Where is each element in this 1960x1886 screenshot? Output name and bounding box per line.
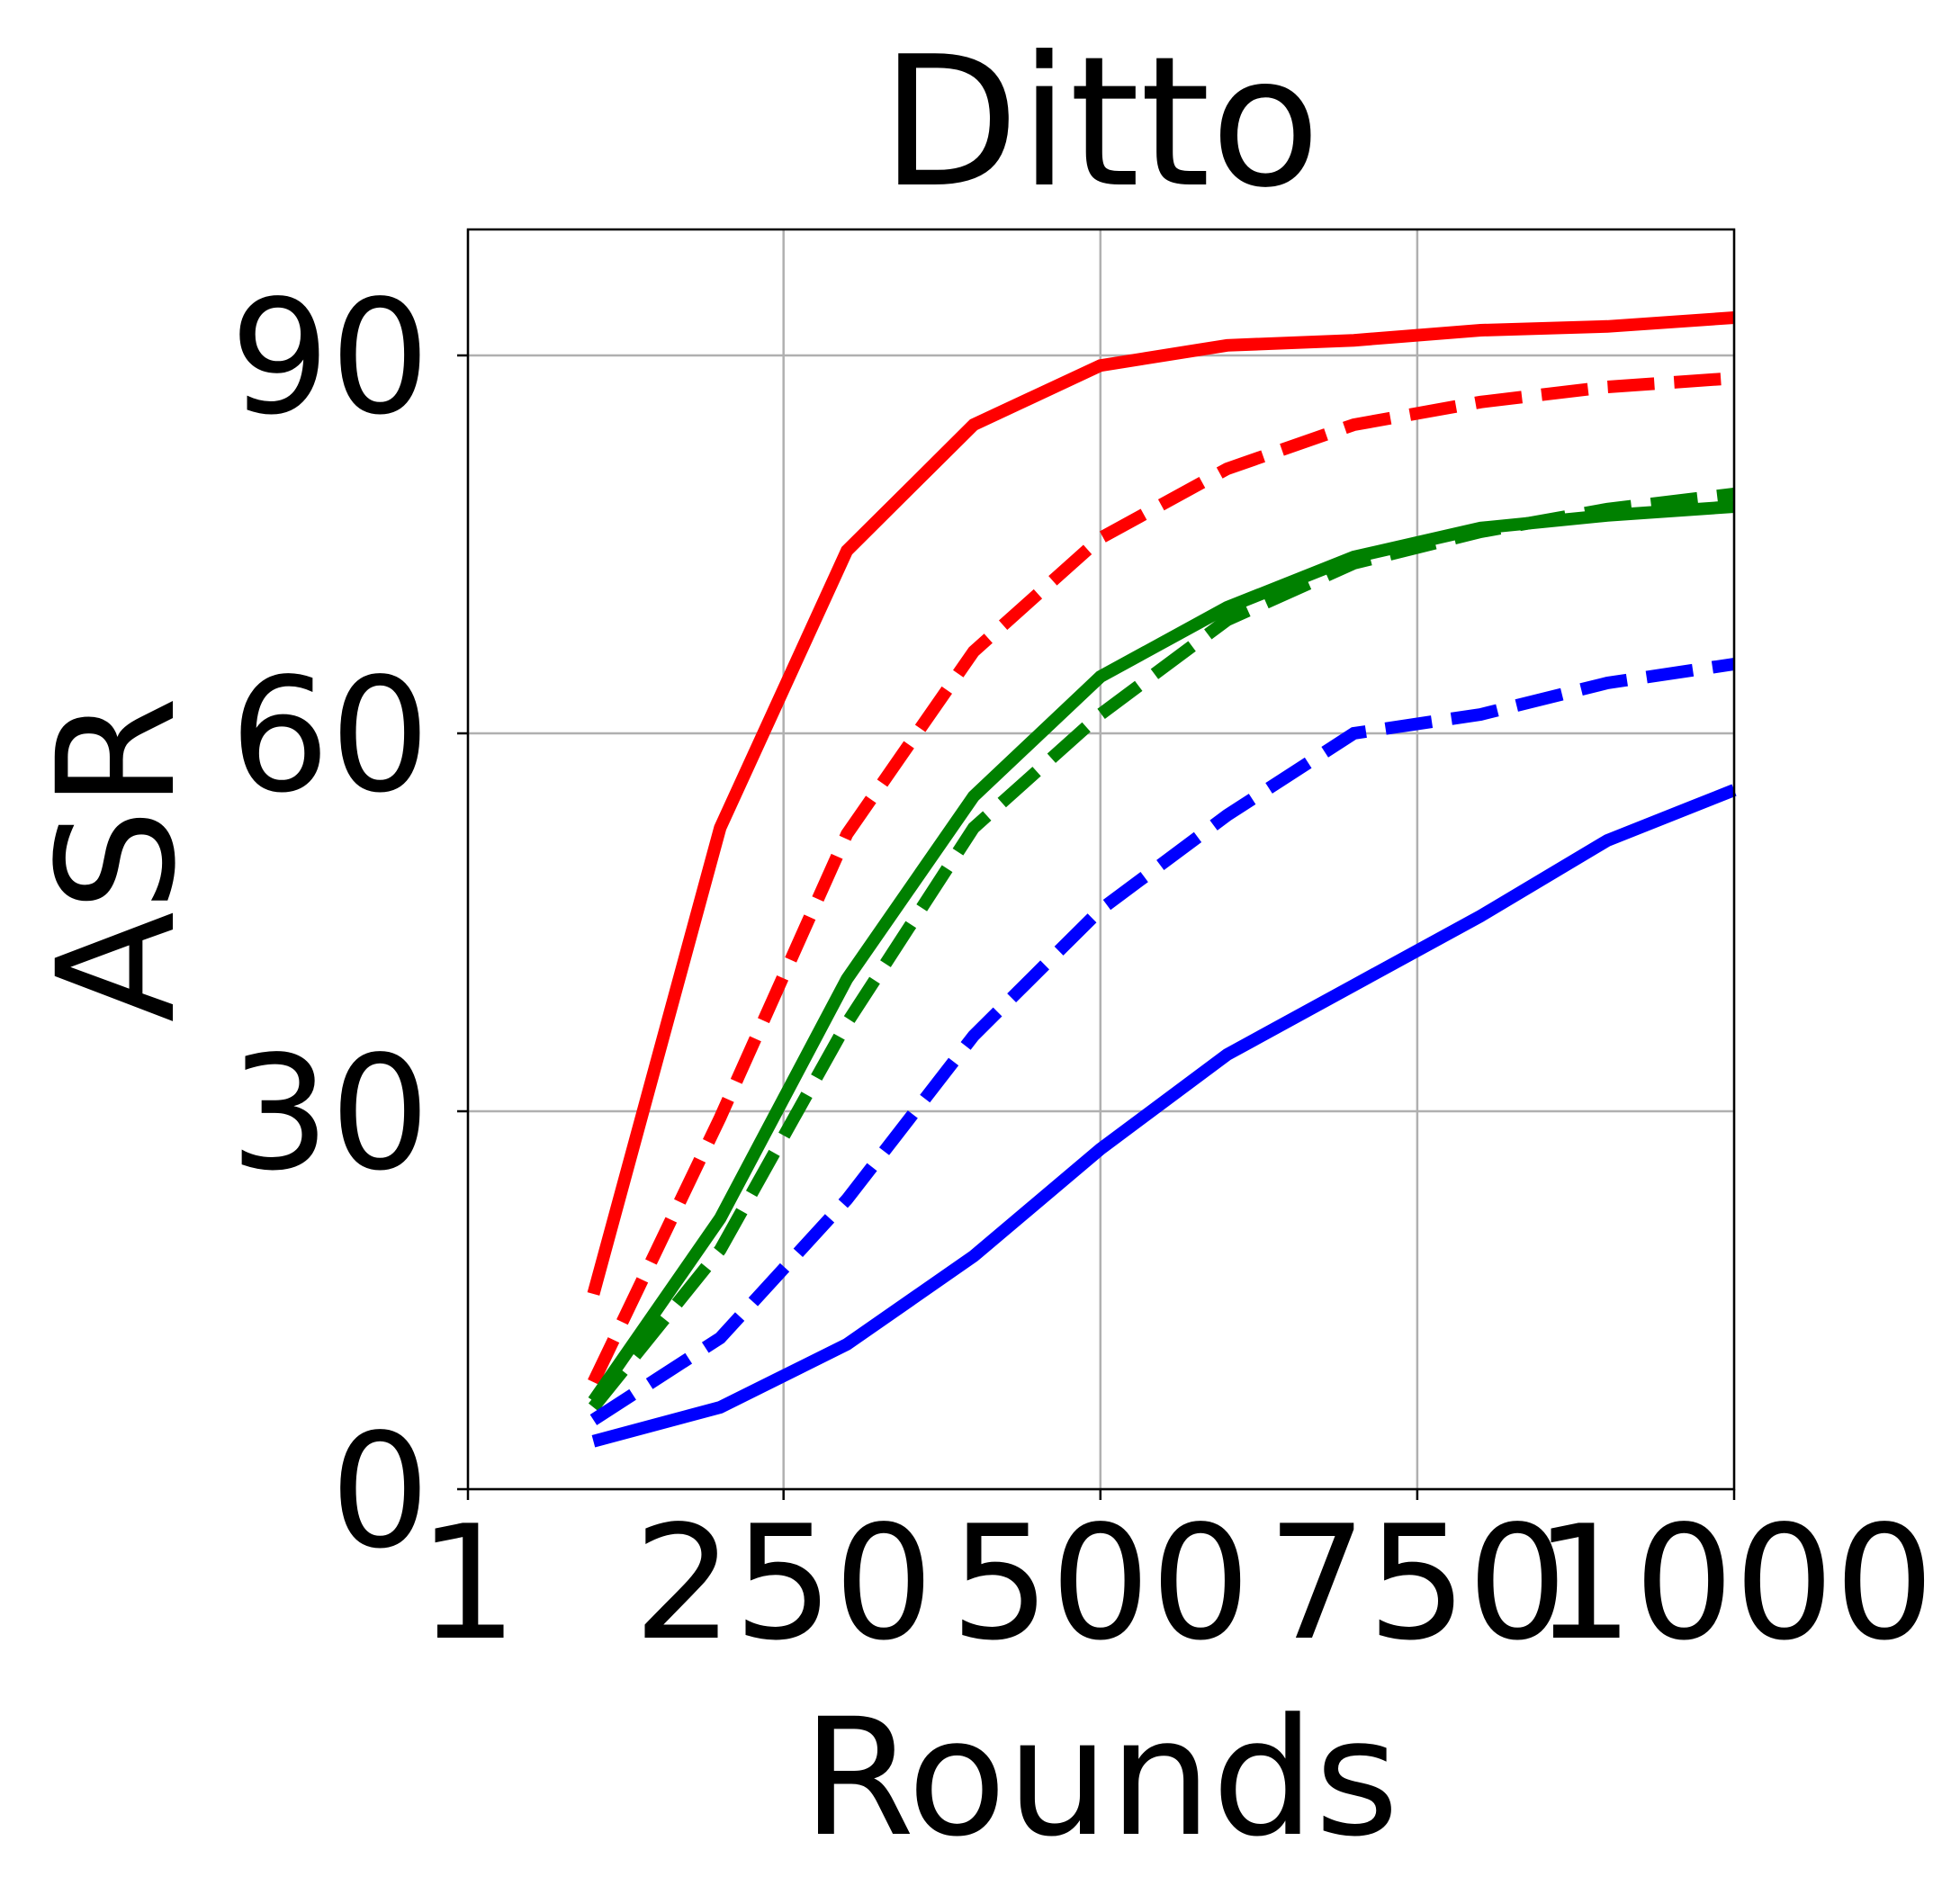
series-line-2 [588,372,1735,1386]
chart-title: Ditto [881,18,1321,228]
x-tick-label: 250 [634,1493,934,1675]
y-tick-label: 30 [229,1023,430,1206]
y-tick-labels: 0 30 60 90 [229,267,430,1584]
y-axis-label: ASR [23,696,211,1022]
series-line-3 [588,500,1735,1405]
series-line-5 [591,784,1737,1448]
x-tick-label: 1 [418,1493,517,1675]
y-tick-label: 0 [330,1401,430,1584]
axis-ticks [457,354,1736,1500]
x-tick-label: 500 [950,1493,1251,1675]
x-axis-label: Rounds [802,1684,1398,1873]
series-lines [587,311,1737,1448]
x-tick-label: 1000 [1533,1493,1934,1675]
series-line-4 [588,488,1735,1412]
series-line-6 [589,658,1736,1425]
y-tick-label: 60 [229,645,430,828]
x-tick-label: 750 [1267,1493,1568,1675]
y-tick-label: 90 [229,267,430,450]
series-line-1 [587,311,1735,1296]
